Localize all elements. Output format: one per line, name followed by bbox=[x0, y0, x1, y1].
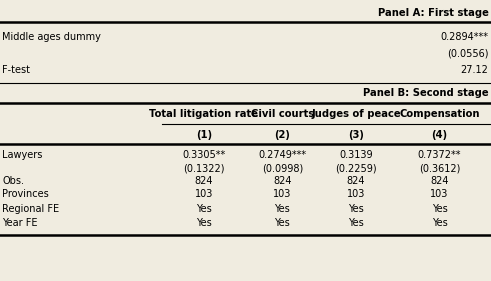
Text: 0.2894***: 0.2894*** bbox=[440, 32, 489, 42]
Text: Yes: Yes bbox=[196, 204, 212, 214]
Text: 27.12: 27.12 bbox=[461, 65, 489, 75]
Text: 824: 824 bbox=[347, 176, 365, 186]
Text: Yes: Yes bbox=[348, 217, 364, 228]
Text: Yes: Yes bbox=[348, 204, 364, 214]
Text: (0.1322): (0.1322) bbox=[183, 164, 224, 174]
Text: (4): (4) bbox=[432, 130, 447, 140]
Text: Compensation: Compensation bbox=[399, 109, 480, 119]
Text: 103: 103 bbox=[347, 189, 365, 199]
Text: Yes: Yes bbox=[274, 217, 290, 228]
Text: 824: 824 bbox=[430, 176, 449, 186]
Text: 103: 103 bbox=[273, 189, 292, 199]
Text: 824: 824 bbox=[194, 176, 213, 186]
Text: Judges of peace: Judges of peace bbox=[311, 109, 401, 119]
Text: 0.7372**: 0.7372** bbox=[418, 150, 461, 160]
Text: Regional FE: Regional FE bbox=[2, 204, 59, 214]
Text: Panel B: Second stage: Panel B: Second stage bbox=[363, 88, 489, 98]
Text: (3): (3) bbox=[348, 130, 364, 140]
Text: (0.2259): (0.2259) bbox=[335, 164, 377, 174]
Text: (0.3612): (0.3612) bbox=[419, 164, 460, 174]
Text: Yes: Yes bbox=[196, 217, 212, 228]
Text: Yes: Yes bbox=[432, 217, 447, 228]
Text: Year FE: Year FE bbox=[2, 217, 38, 228]
Text: (0.0556): (0.0556) bbox=[447, 49, 489, 59]
Text: 0.3139: 0.3139 bbox=[339, 150, 373, 160]
Text: Yes: Yes bbox=[274, 204, 290, 214]
Text: Lawyers: Lawyers bbox=[2, 150, 43, 160]
Text: 103: 103 bbox=[194, 189, 213, 199]
Text: Obs.: Obs. bbox=[2, 176, 25, 186]
Text: 824: 824 bbox=[273, 176, 292, 186]
Text: (1): (1) bbox=[196, 130, 212, 140]
Text: Total litigation rate: Total litigation rate bbox=[149, 109, 258, 119]
Text: Civil courts: Civil courts bbox=[251, 109, 314, 119]
Text: (0.0998): (0.0998) bbox=[262, 164, 303, 174]
Text: F-test: F-test bbox=[2, 65, 30, 75]
Text: Provinces: Provinces bbox=[2, 189, 49, 199]
Text: 0.2749***: 0.2749*** bbox=[258, 150, 306, 160]
Text: (2): (2) bbox=[274, 130, 290, 140]
Text: 0.3305**: 0.3305** bbox=[182, 150, 225, 160]
Text: Yes: Yes bbox=[432, 204, 447, 214]
Text: 103: 103 bbox=[430, 189, 449, 199]
Text: Panel A: First stage: Panel A: First stage bbox=[378, 8, 489, 18]
Text: Middle ages dummy: Middle ages dummy bbox=[2, 32, 101, 42]
